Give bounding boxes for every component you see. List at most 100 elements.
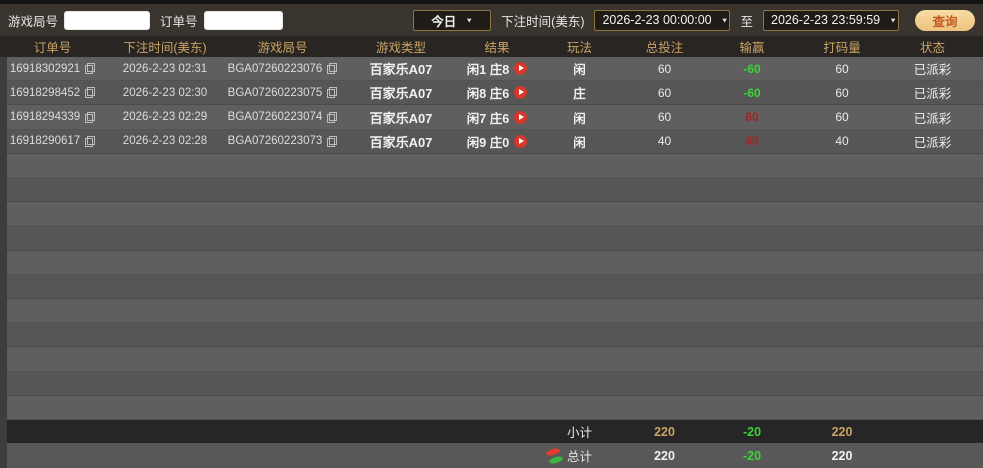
total-total-bet: 220 [654, 448, 675, 463]
subtotal-row: 小计 220 -20 220 [0, 420, 983, 443]
empty-table-row [0, 226, 983, 251]
header-round-no: 游戏局号 [257, 41, 308, 55]
header-order-no: 订单号 [33, 41, 72, 55]
cell-game-type: 百家乐A07 [369, 110, 433, 126]
cell-result: 闲9 庄0 [462, 130, 532, 153]
total-row: 总计 220 -20 220 [0, 443, 983, 468]
cell-round-no: BGA07260223075 [225, 81, 340, 104]
chevron-down-icon: ▼ [720, 16, 729, 24]
subtotal-turnover: 220 [831, 424, 853, 439]
header-total-bet: 总投注 [645, 41, 684, 55]
date-range-selected-value: 今日 [431, 14, 457, 29]
start-time-value: 2026-2-23 00:00:00 [602, 13, 712, 27]
query-button[interactable]: 查询 [915, 9, 975, 31]
cell-result: 闲8 庄6 [462, 81, 532, 104]
cell-play: 闲 [573, 63, 586, 78]
total-turnover: 220 [831, 448, 853, 463]
cell-play: 闲 [573, 111, 586, 126]
cell-round-no: BGA07260223076 [225, 57, 340, 80]
end-time-select[interactable]: 2026-2-23 23:59:59 ▼ [763, 9, 899, 31]
copy-icon[interactable] [327, 63, 338, 75]
cell-play: 庄 [573, 87, 586, 102]
subtotal-win-loss: -20 [742, 424, 762, 439]
table-row: 16918298452 2026-2-23 02:30 BGA07260223075… [0, 81, 983, 106]
total-badge-icon [546, 448, 563, 464]
cell-turnover: 60 [835, 85, 849, 100]
cell-turnover: 40 [835, 134, 849, 149]
cell-bet-time: 2026-2-23 02:31 [122, 62, 208, 75]
copy-icon[interactable] [85, 111, 96, 123]
order-no-input[interactable] [203, 10, 283, 30]
empty-table-row [0, 250, 983, 275]
cell-status: 已派彩 [913, 135, 952, 150]
cell-status: 已派彩 [913, 63, 952, 78]
play-video-icon[interactable] [514, 134, 528, 148]
copy-icon[interactable] [85, 63, 96, 75]
copy-icon[interactable] [327, 87, 338, 99]
game-round-input[interactable] [64, 10, 151, 30]
empty-table-row [0, 347, 983, 372]
copy-icon[interactable] [85, 135, 96, 147]
cell-bet-time: 2026-2-23 02:28 [122, 135, 208, 148]
date-range-select[interactable]: 今日 ▼ [413, 9, 492, 31]
cell-total-bet: 40 [657, 134, 672, 149]
end-time-value: 2026-2-23 23:59:59 [771, 13, 881, 27]
cell-game-type: 百家乐A07 [369, 86, 433, 102]
subtotal-label: 小计 [566, 426, 592, 440]
total-win-loss: -20 [742, 448, 762, 463]
cell-order-no: 16918298452 [0, 81, 105, 104]
empty-table-row [0, 371, 983, 396]
header-game-type: 游戏类型 [375, 41, 426, 55]
cell-order-no: 16918290617 [0, 130, 105, 153]
header-result: 结果 [484, 41, 510, 55]
cell-result: 闲7 庄6 [462, 105, 532, 128]
game-round-label: 游戏局号 [8, 14, 59, 29]
total-label: 总计 [566, 450, 592, 464]
cell-play: 闲 [573, 135, 586, 150]
header-play: 玩法 [566, 41, 592, 55]
header-win-loss: 输赢 [739, 41, 765, 55]
cell-turnover: 60 [835, 61, 849, 76]
start-time-select[interactable]: 2026-2-23 00:00:00 ▼ [594, 9, 731, 31]
play-video-icon[interactable] [514, 62, 528, 76]
filter-bar: 游戏局号 订单号 今日 ▼ 下注时间(美东) 2026-2-23 00:00:0… [0, 4, 983, 36]
chevron-down-icon: ▼ [465, 16, 474, 24]
cell-result: 闲1 庄8 [462, 57, 532, 80]
empty-table-row [0, 323, 983, 348]
copy-icon[interactable] [85, 87, 96, 99]
cell-win-loss: -60 [743, 85, 761, 100]
cell-bet-time: 2026-2-23 02:29 [122, 111, 208, 123]
cell-total-bet: 60 [657, 61, 672, 76]
cell-order-no: 16918302921 [0, 57, 105, 80]
cell-game-type: 百家乐A07 [369, 62, 433, 78]
play-video-icon[interactable] [514, 86, 528, 100]
cell-status: 已派彩 [913, 87, 952, 102]
empty-table-row [0, 274, 983, 300]
window-top-strip [0, 0, 983, 4]
subtotal-total-bet: 220 [654, 424, 675, 439]
table-row: 16918290617 2026-2-23 02:28 BGA07260223073… [0, 129, 983, 154]
empty-table-row [0, 395, 983, 421]
empty-table-row [0, 299, 983, 324]
empty-table-row [0, 202, 983, 227]
copy-icon[interactable] [327, 135, 338, 147]
to-label: 至 [740, 14, 753, 29]
table-body: 16918302921 2026-2-23 02:31 BGA07260223076… [0, 57, 983, 421]
cell-round-no: BGA07260223074 [225, 105, 340, 128]
cell-win-loss: 60 [745, 110, 759, 124]
cell-status: 已派彩 [913, 111, 952, 126]
cell-round-no: BGA07260223073 [225, 130, 340, 153]
empty-table-row [0, 153, 983, 179]
chevron-down-icon: ▼ [889, 16, 898, 24]
copy-icon[interactable] [327, 111, 338, 123]
cell-game-type: 百家乐A07 [369, 134, 433, 150]
header-turnover: 打码量 [823, 41, 861, 55]
table-left-gutter [0, 57, 7, 468]
cell-order-no: 16918294339 [0, 105, 105, 128]
cell-win-loss: 40 [745, 134, 759, 149]
cell-win-loss: -60 [743, 61, 761, 76]
bet-time-label: 下注时间(美东) [501, 14, 585, 29]
header-bet-time: 下注时间(美东) [123, 41, 207, 55]
cell-total-bet: 60 [657, 110, 672, 124]
play-video-icon[interactable] [514, 110, 528, 124]
